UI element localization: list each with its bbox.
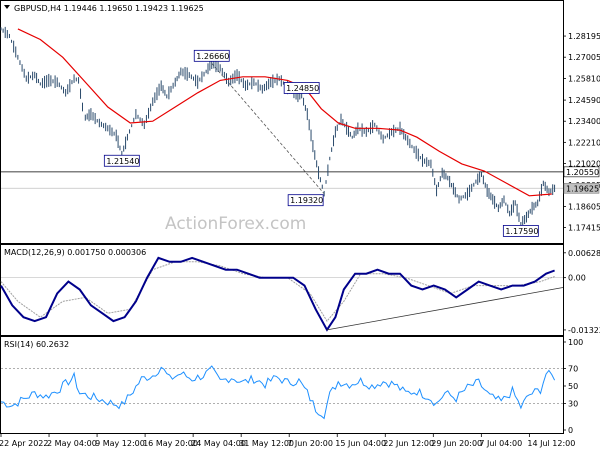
x-tick-label: 7 Jun 20:00 xyxy=(287,439,333,448)
rsi-y-tick-label: 100 xyxy=(568,338,583,347)
macd-signal-line xyxy=(0,261,555,322)
x-tick-label: 7 Jul 04:00 xyxy=(479,439,522,448)
x-tick-label: 15 Jun 04:00 xyxy=(335,439,386,448)
x-tick-label: 24 May 04:00 xyxy=(191,439,246,448)
price-y-tick-label: 1.23400 xyxy=(568,117,600,126)
x-tick-label: 9 May 12:00 xyxy=(95,439,145,448)
price-y-tick-label: 1.25810 xyxy=(568,74,600,83)
x-tick-label: 22 Apr 2022 xyxy=(0,439,48,448)
x-tick-label: 2 May 04:00 xyxy=(47,439,97,448)
swing-label-box xyxy=(502,225,539,237)
current-price-box xyxy=(563,182,600,194)
swing-label: 1.26660 xyxy=(196,52,229,61)
macd-panel-header: MACD(12,26,9) 0.001750 0.000306 xyxy=(4,248,146,257)
watermark: ActionForex.com xyxy=(165,214,306,234)
price-y-tick-label: 1.18605 xyxy=(568,202,600,211)
price-y-tick-label: 1.17415 xyxy=(568,224,600,233)
price-y-tick-label: 1.28195 xyxy=(568,32,600,41)
x-tick-label: 16 May 20:00 xyxy=(143,439,198,448)
swing-label-box xyxy=(287,194,324,207)
price-panel-frame xyxy=(0,0,564,244)
swing-label: 1.17590 xyxy=(505,227,538,236)
macd-panel-frame xyxy=(0,244,564,336)
macd-y-tick-label: -0.013223 xyxy=(568,326,600,335)
swing-label: 1.24850 xyxy=(286,84,319,93)
macd-y-tick-label: 0.006285 xyxy=(568,249,600,258)
trend-line xyxy=(211,63,325,194)
level-price-label: 1.20550 xyxy=(566,168,599,177)
dropdown-triangle-icon xyxy=(4,5,10,9)
current-price-label: 1.19625 xyxy=(566,184,599,193)
rsi-y-tick-label: 0 xyxy=(568,426,573,435)
macd-y-tick-label: 0.00 xyxy=(568,274,586,283)
price-y-tick-label: 1.24590 xyxy=(568,96,600,105)
x-tick-label: 14 Jul 12:00 xyxy=(527,439,575,448)
swing-label-box xyxy=(193,49,230,62)
x-tick-label: 22 Jun 12:00 xyxy=(383,439,434,448)
swing-label: 1.21540 xyxy=(106,157,139,166)
price-y-tick-label: 1.27005 xyxy=(568,53,600,62)
rsi-panel-frame xyxy=(0,336,564,434)
macd-trend-line xyxy=(326,287,564,331)
rsi-line xyxy=(0,365,556,420)
rsi-y-tick-label: 50 xyxy=(568,382,578,391)
price-y-tick-label: 1.21020 xyxy=(568,159,600,168)
price-panel-header: GBPUSD,H4 1.19446 1.19650 1.19423 1.1962… xyxy=(14,4,204,13)
x-tick-label: 31 May 12:00 xyxy=(239,439,294,448)
rsi-y-tick-label: 30 xyxy=(568,400,578,409)
macd-line xyxy=(0,256,555,332)
price-y-tick-label: 1.22210 xyxy=(568,138,600,147)
swing-label-box xyxy=(103,154,140,167)
rsi-panel-header: RSI(14) 60.2632 xyxy=(4,340,69,349)
swing-label-box xyxy=(283,82,320,94)
rsi-y-tick-label: 70 xyxy=(568,364,578,373)
x-tick-label: 29 Jun 20:00 xyxy=(431,439,482,448)
swing-label: 1.19320 xyxy=(290,196,323,205)
level-price-box xyxy=(563,166,600,178)
moving-average-line xyxy=(17,28,552,197)
